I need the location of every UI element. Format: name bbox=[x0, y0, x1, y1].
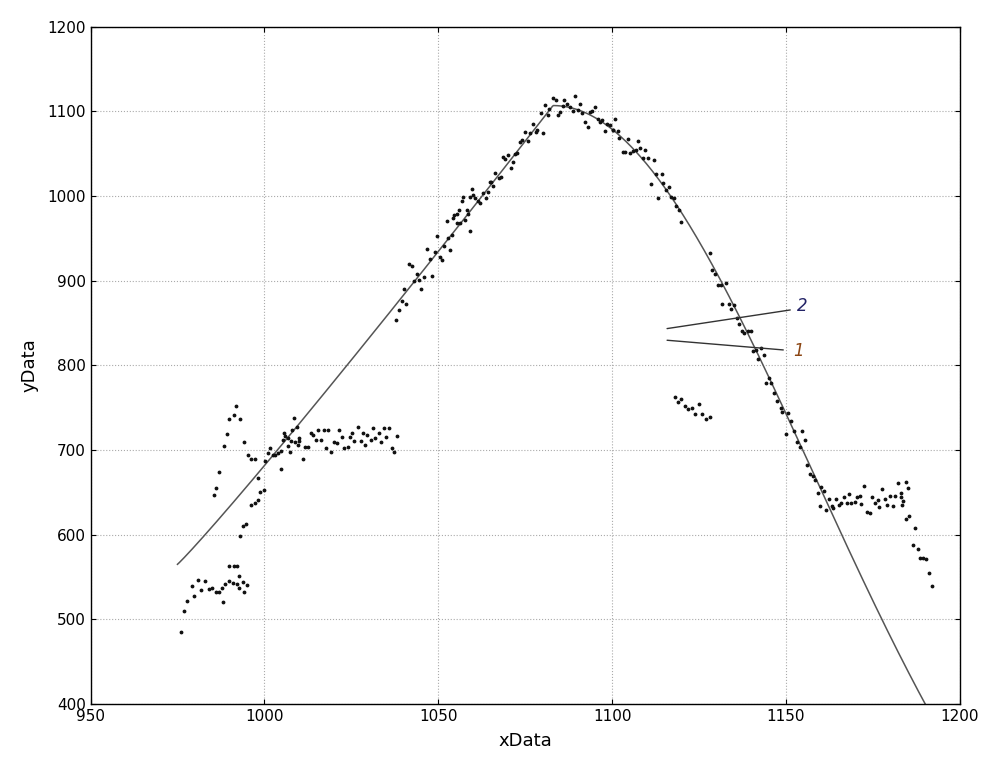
Text: 2: 2 bbox=[796, 297, 807, 315]
X-axis label: xData: xData bbox=[498, 732, 552, 750]
Y-axis label: yData: yData bbox=[21, 338, 39, 392]
Text: 1: 1 bbox=[793, 342, 804, 360]
